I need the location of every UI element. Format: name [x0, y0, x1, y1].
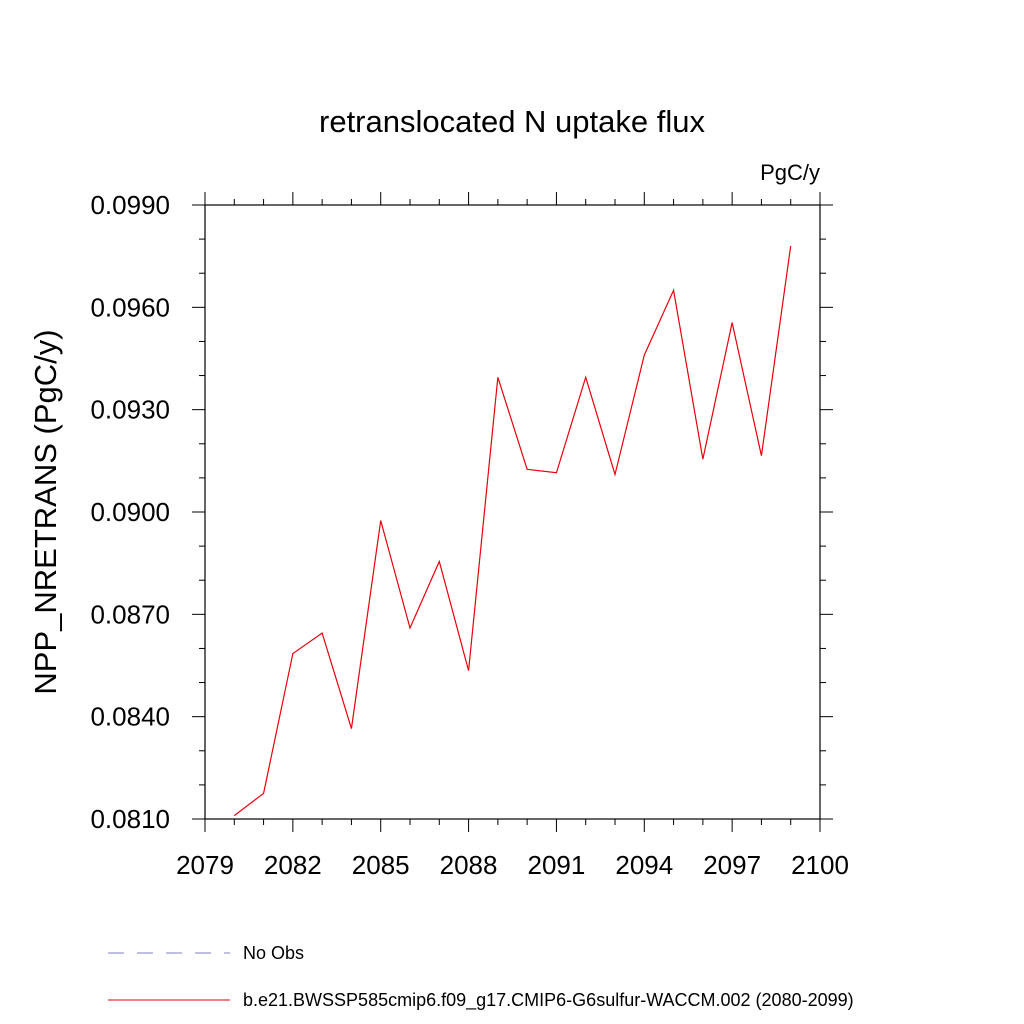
series-line-0: [233, 245, 792, 817]
legend-label-model-run: b.e21.BWSSP585cmip6.f09_g17.CMIP6-G6sulf…: [243, 990, 854, 1011]
y-tick-label: 0.0960: [90, 292, 170, 322]
y-axis-label: NPP_NRETRANS (PgC/y): [28, 329, 63, 694]
y-tick-label: 0.0810: [90, 804, 170, 834]
x-tick-label: 2082: [264, 850, 322, 880]
y-tick-label: 0.0840: [90, 702, 170, 732]
x-tick-label: 2100: [791, 850, 849, 880]
x-tick-label: 2079: [176, 850, 234, 880]
y-tick-label: 0.0930: [90, 395, 170, 425]
x-tick-label: 2097: [703, 850, 761, 880]
chart-title: retranslocated N uptake flux: [319, 104, 705, 139]
y-tick-label: 0.0900: [90, 497, 170, 527]
y-tick-label: 0.0990: [90, 190, 170, 220]
plot-area: 2079 2082 2085 2088 2091 2094 2097 2100 0.0810 0.…: [90, 190, 848, 880]
legend: No Obs b.e21.BWSSP585cmip6.f09_g17.CMIP6…: [108, 943, 854, 1011]
units-label: PgC/y: [760, 160, 820, 185]
x-tick-label: 2091: [528, 850, 586, 880]
x-tick-label: 2094: [615, 850, 673, 880]
x-tick-label: 2088: [440, 850, 498, 880]
legend-label-no-obs: No Obs: [243, 943, 304, 963]
plot-frame: [204, 204, 821, 820]
y-tick-label: 0.0870: [90, 599, 170, 629]
x-tick-label: 2085: [352, 850, 410, 880]
